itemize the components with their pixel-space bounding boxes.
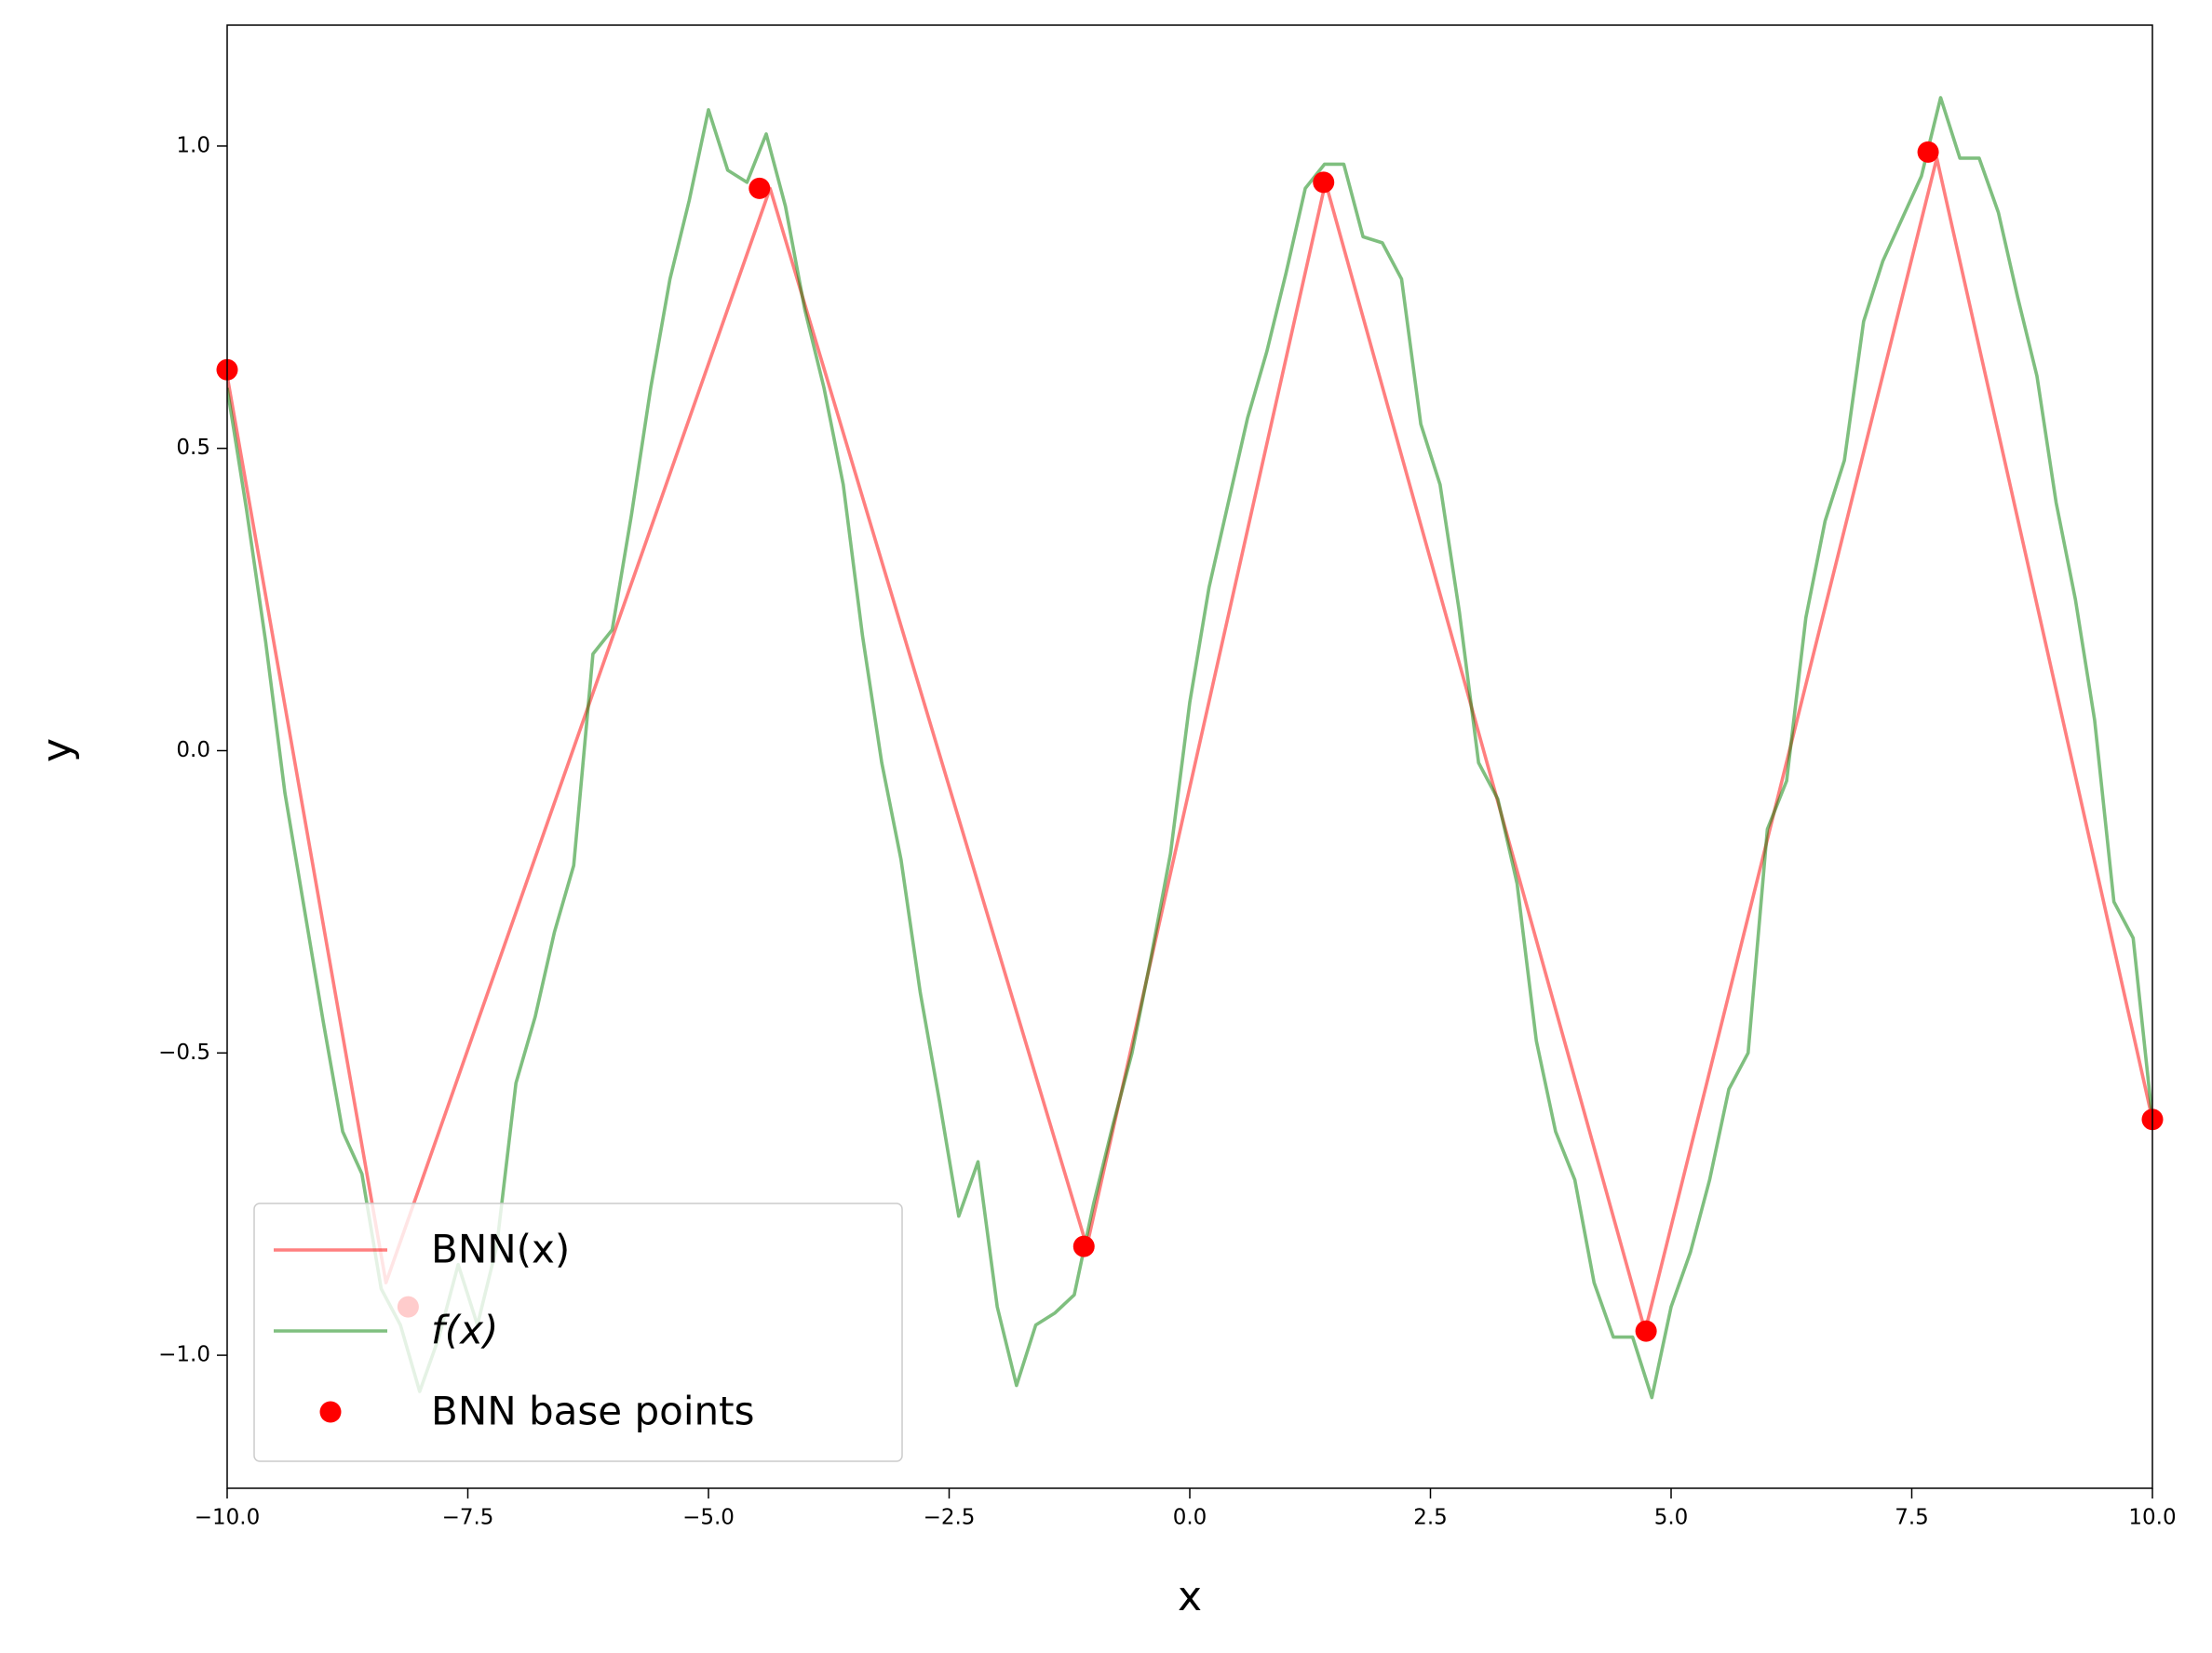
line [227, 96, 2152, 1400]
x-tick-label: 5.0 [1654, 1506, 1689, 1530]
x-tick-label: −2.5 [924, 1506, 976, 1530]
legend-label: BNN(x) [431, 1227, 570, 1272]
y-tick-label: 0.5 [176, 436, 210, 460]
point [1917, 141, 1939, 163]
point [749, 177, 771, 199]
y-tick-label: −1.0 [158, 1343, 210, 1367]
x-tick-label: −5.0 [682, 1506, 735, 1530]
y-tick-label: 0.0 [176, 738, 210, 762]
legend-box [253, 1203, 903, 1462]
y-tick-label: −0.5 [158, 1041, 210, 1065]
x-tick-label: 2.5 [1413, 1506, 1448, 1530]
y-tick-label: 1.0 [176, 133, 210, 157]
plot-frame [226, 24, 2153, 1489]
x-tick-label: 7.5 [1895, 1506, 1929, 1530]
point [1635, 1320, 1657, 1342]
y-axis-label: y [34, 738, 81, 762]
point [1072, 1235, 1095, 1257]
legend-marker [319, 1401, 342, 1423]
legend-label: BNN base points [431, 1389, 754, 1434]
x-tick-label: −7.5 [442, 1506, 494, 1530]
legend-label: f(x) [431, 1308, 498, 1353]
x-tick-label: 0.0 [1173, 1506, 1207, 1530]
x-tick-label: 10.0 [2128, 1506, 2176, 1530]
x-tick-label: −10.0 [195, 1506, 260, 1530]
line [227, 156, 2152, 1333]
point [1313, 171, 1335, 194]
x-axis-label: x [1178, 1573, 1202, 1620]
